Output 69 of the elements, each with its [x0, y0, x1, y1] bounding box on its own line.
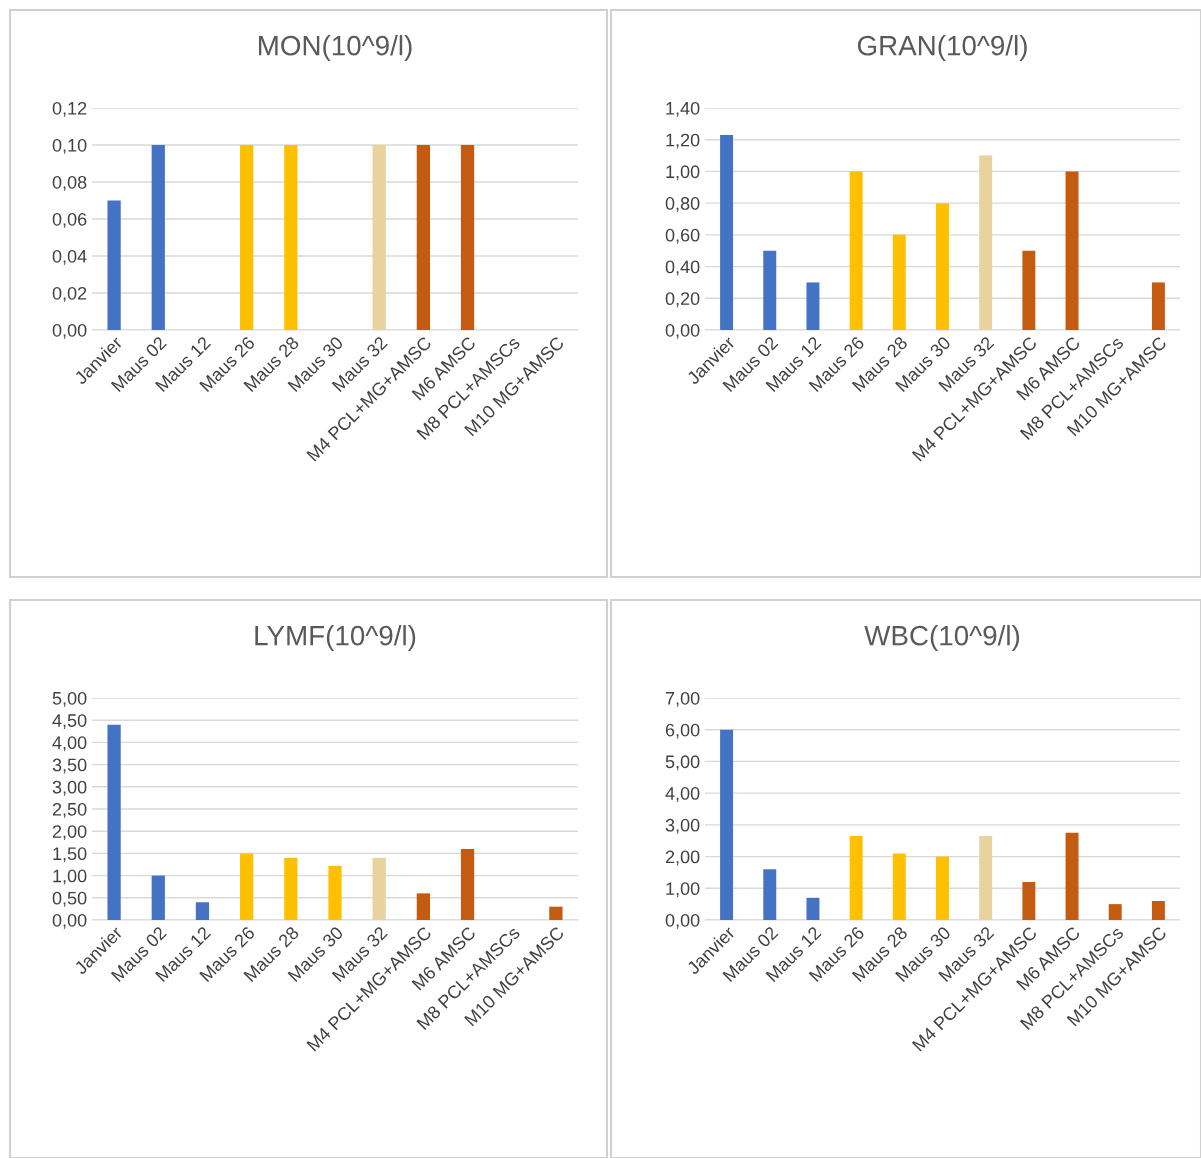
bar [1065, 171, 1079, 330]
bar [1151, 282, 1165, 330]
bar [372, 857, 386, 920]
y-tick-label: 5,00 [665, 755, 700, 771]
bar [892, 234, 906, 330]
y-tick-label: 0,02 [52, 286, 87, 302]
bar [1151, 900, 1165, 920]
bar [849, 835, 863, 920]
y-tick-label: 0,00 [52, 323, 87, 339]
y-tick-label: 6,00 [665, 723, 700, 739]
y-tick-label: 1,20 [666, 133, 700, 149]
bar [195, 902, 210, 920]
y-tick-label: 0,60 [665, 228, 700, 244]
y-tick-label: 4,50 [52, 714, 87, 730]
bar [1022, 250, 1036, 330]
bar [1108, 904, 1122, 920]
y-tick-label: 0,50 [52, 891, 87, 907]
bar [1065, 832, 1079, 920]
chart-title: WBC(10^9/l) [864, 625, 1020, 651]
y-tick-label: 4,00 [52, 736, 87, 752]
bar [151, 875, 165, 920]
y-tick-label: 0,00 [52, 913, 87, 929]
bar [763, 250, 777, 330]
y-tick-label: 5,00 [52, 691, 87, 707]
bar [763, 869, 777, 920]
bar [1022, 881, 1036, 920]
bar [284, 857, 298, 920]
y-tick-label: 3,00 [52, 780, 87, 796]
bar [936, 203, 949, 330]
y-tick-label: 0,10 [52, 138, 87, 154]
chart-title: GRAN(10^9/l) [857, 35, 1027, 61]
bar [720, 729, 734, 920]
y-tick-label: 0,12 [52, 101, 87, 117]
y-tick-label: 1,40 [666, 101, 700, 117]
bar [107, 724, 121, 920]
bar [328, 865, 342, 920]
bar [979, 835, 993, 920]
y-tick-label: 2,00 [52, 825, 87, 841]
y-tick-label: 0,00 [665, 323, 700, 339]
y-tick-label: 2,00 [665, 850, 700, 866]
y-tick-label: 1,00 [666, 165, 700, 181]
y-tick-label: 0,20 [665, 292, 700, 308]
bar [979, 155, 993, 330]
y-tick-label: 7,00 [665, 691, 700, 707]
y-tick-label: 1,50 [53, 847, 87, 863]
bar [806, 282, 820, 330]
bar [806, 897, 820, 920]
y-tick-label: 0,08 [52, 175, 87, 191]
y-tick-label: 0,80 [665, 197, 700, 212]
y-tick-label: 0,40 [665, 260, 700, 276]
bar [720, 134, 734, 330]
y-tick-label: 3,00 [665, 818, 700, 834]
y-tick-label: 2,50 [52, 802, 87, 818]
chart-title: LYMF(10^9/l) [255, 625, 416, 651]
y-tick-label: 0,00 [665, 913, 700, 929]
bar [849, 171, 863, 330]
chart-title: MON(10^9/l) [259, 35, 412, 61]
y-tick-label: 1,00 [53, 869, 87, 885]
y-tick-label: 0,04 [52, 249, 87, 265]
bar [892, 853, 906, 920]
y-tick-label: 1,00 [666, 882, 700, 898]
bar [936, 856, 949, 920]
bar [460, 848, 475, 920]
bar [549, 906, 563, 920]
bar [240, 853, 254, 920]
y-tick-label: 3,50 [52, 758, 87, 774]
y-tick-label: 0,06 [52, 212, 87, 228]
y-tick-label: 4,00 [665, 787, 700, 802]
bar [416, 893, 430, 920]
